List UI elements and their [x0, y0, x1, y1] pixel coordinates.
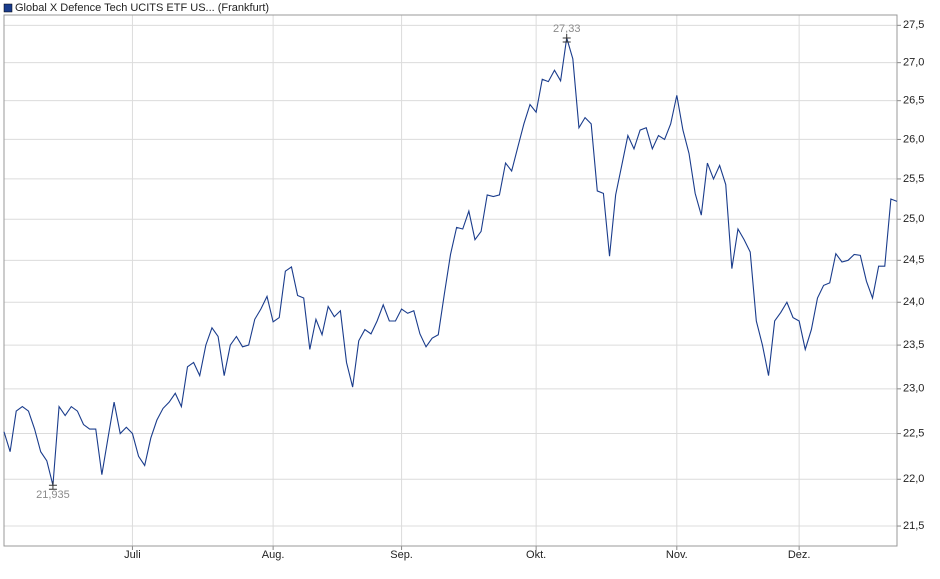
y-tick-label: 27,0 — [903, 57, 924, 69]
extreme-label: 27,33 — [553, 23, 581, 35]
x-tick-label: Juli — [124, 549, 141, 561]
y-tick-label: 25,0 — [903, 213, 924, 225]
x-tick-label: Nov. — [666, 549, 688, 561]
x-tick-label: Okt. — [526, 549, 546, 561]
y-tick-label: 27,5 — [903, 19, 924, 31]
extreme-marker — [562, 33, 571, 43]
y-tick-label: 25,5 — [903, 173, 924, 185]
plot-frame — [3, 14, 898, 547]
y-tick-label: 24,0 — [903, 296, 924, 308]
y-tick-label: 26,0 — [903, 133, 924, 145]
legend-label: Global X Defence Tech UCITS ETF US... (F… — [15, 2, 269, 14]
y-tick-label: 22,5 — [903, 427, 924, 439]
y-tick-label: 23,5 — [903, 339, 924, 351]
y-tick-label: 23,0 — [903, 383, 924, 395]
x-tick-label: Dez. — [788, 549, 811, 561]
legend-swatch — [3, 3, 13, 13]
y-tick-label: 26,5 — [903, 95, 924, 107]
y-tick-label: 21,5 — [903, 520, 924, 532]
extreme-label: 21,935 — [36, 489, 70, 501]
extreme-marker — [48, 481, 57, 490]
y-tick-label: 24,5 — [903, 254, 924, 266]
x-tick-label: Sep. — [390, 549, 413, 561]
price-line — [3, 37, 898, 486]
y-tick-label: 22,0 — [903, 473, 924, 485]
x-tick-label: Aug. — [262, 549, 285, 561]
